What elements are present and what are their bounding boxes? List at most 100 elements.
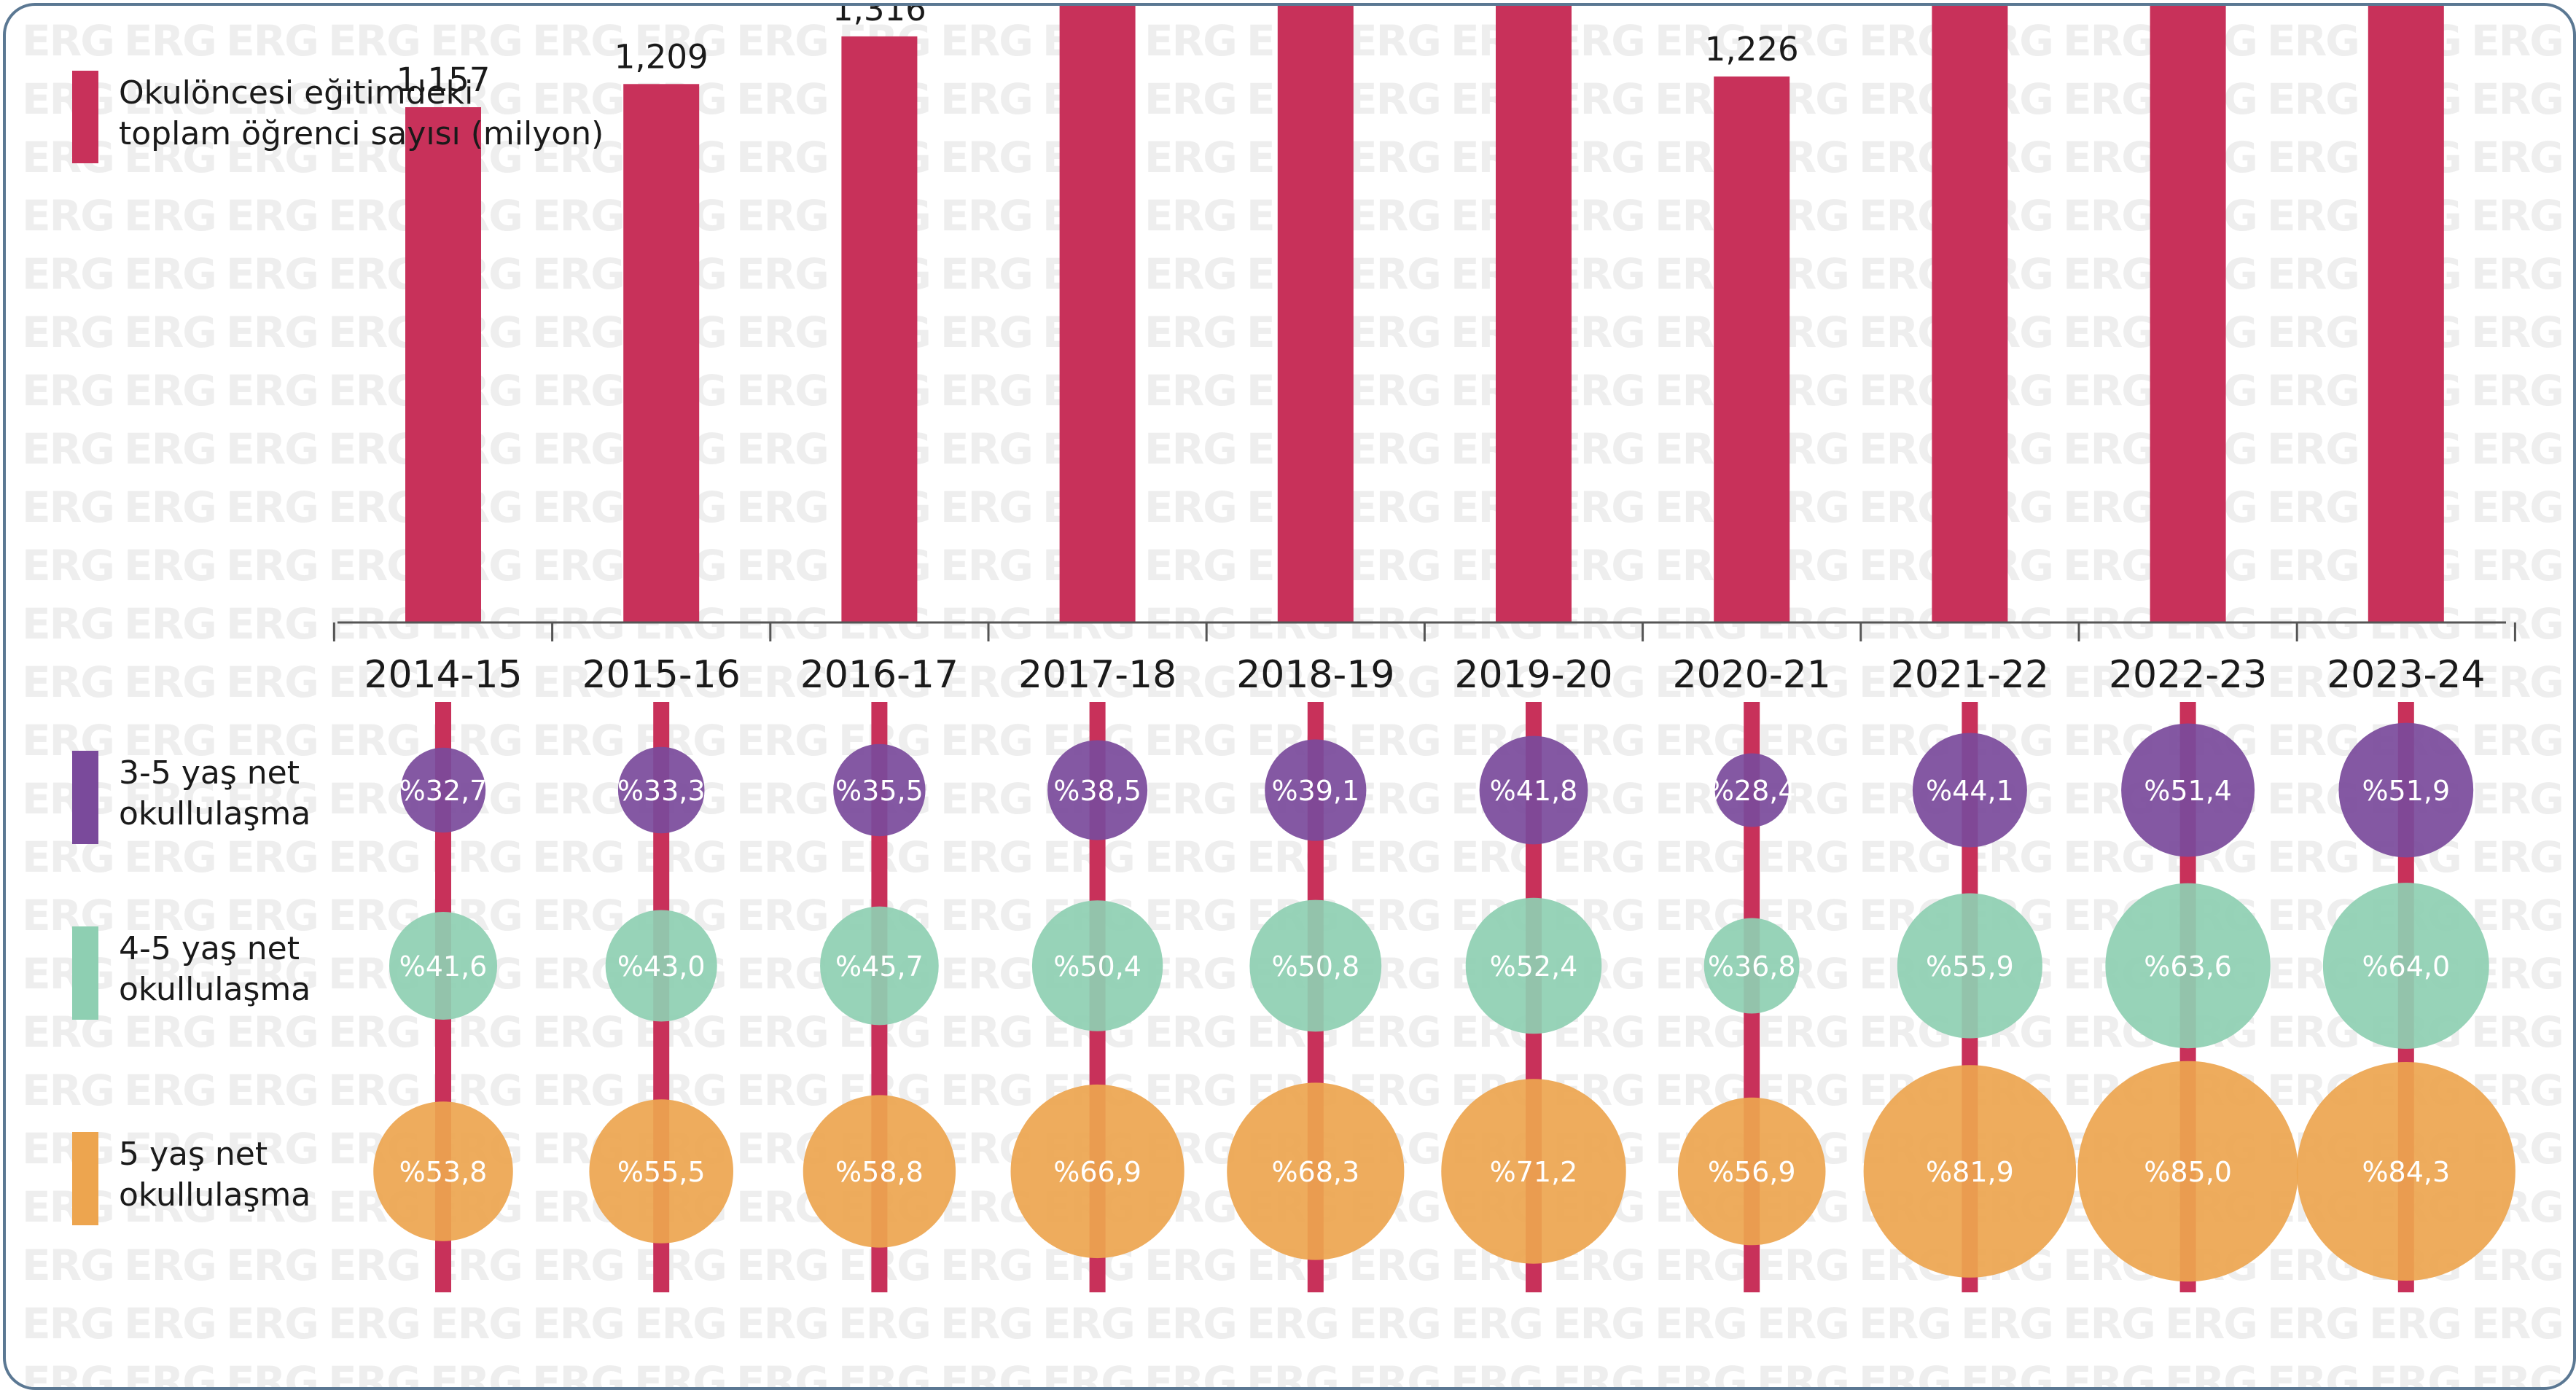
- watermark-text: ERG: [124, 774, 216, 824]
- watermark-text: ERG: [940, 716, 1032, 765]
- watermark-text: ERG: [1144, 599, 1236, 649]
- watermark-text: ERG: [2471, 133, 2563, 182]
- bubble: [400, 747, 486, 833]
- watermark-text: ERG: [940, 541, 1032, 590]
- watermark-text: ERG: [2267, 657, 2359, 707]
- watermark-text: ERG: [2267, 16, 2359, 66]
- bubble-value-label: %66,9: [1053, 1156, 1141, 1188]
- watermark-text: ERG: [1144, 716, 1236, 765]
- watermark-text: ERG: [2267, 133, 2359, 182]
- watermark-text: ERG: [328, 1299, 420, 1348]
- watermark-text: ERG: [532, 133, 624, 182]
- watermark-text: ERG: [328, 657, 420, 707]
- bubble-value-label: %50,4: [1053, 950, 1141, 983]
- watermark-text: ERG: [1451, 1357, 1542, 1387]
- watermark-text: ERG: [226, 599, 318, 649]
- watermark-text: ERG: [532, 16, 624, 66]
- watermark-text: ERG: [1246, 832, 1338, 882]
- x-tick-label: 2019-20: [1454, 653, 1612, 697]
- bar-value-label: 1,316: [832, 6, 926, 28]
- watermark-text: ERG: [124, 541, 216, 590]
- bubble: [833, 743, 926, 837]
- watermark-text: ERG: [1655, 1357, 1746, 1387]
- watermark-text: ERG: [1144, 774, 1236, 824]
- watermark-text: ERG: [2063, 1299, 2155, 1348]
- bubble: [389, 911, 498, 1020]
- x-tick-label: 2023-24: [2327, 653, 2485, 697]
- bubble: [1677, 1097, 1826, 1246]
- bar: [2150, 6, 2226, 622]
- watermark-text: ERG: [2471, 1007, 2563, 1057]
- watermark-text: ERG: [532, 541, 624, 590]
- watermark-text: ERG: [1349, 541, 1440, 590]
- watermark-text: ERG: [532, 191, 624, 241]
- bubble: [1227, 1082, 1405, 1260]
- watermark-text: ERG: [124, 249, 216, 299]
- watermark-text: ERG: [2471, 249, 2563, 299]
- bubble: [2322, 883, 2489, 1049]
- watermark-text: ERG: [1144, 483, 1236, 532]
- watermark-text: ERG: [736, 191, 828, 241]
- legend-swatch-bubble: [72, 926, 98, 1020]
- bubble-value-label: %50,8: [1271, 950, 1359, 983]
- watermark-text: ERG: [226, 949, 318, 999]
- watermark-text: ERG: [226, 133, 318, 182]
- legend-label-bubble: okullulaşma: [119, 795, 311, 832]
- bubble-value-label: %56,9: [1708, 1156, 1796, 1188]
- bubble: [2338, 722, 2474, 858]
- bubble: [2105, 883, 2271, 1049]
- watermark-text: ERG: [532, 716, 624, 765]
- watermark-text: ERG: [2267, 1357, 2359, 1387]
- watermark-text: ERG: [1961, 657, 2053, 707]
- watermark-text: ERG: [1349, 133, 1440, 182]
- watermark-text: ERG: [1042, 657, 1134, 707]
- watermark-text: ERG: [2165, 1357, 2257, 1387]
- watermark-text: ERG: [532, 366, 624, 415]
- watermark-text: ERG: [1451, 1299, 1542, 1348]
- watermark-text: ERG: [940, 1241, 1032, 1290]
- watermark-text: ERG: [2471, 16, 2563, 66]
- bubble: [803, 1095, 956, 1248]
- watermark-text: ERG: [22, 1182, 114, 1232]
- watermark-text: ERG: [328, 832, 420, 882]
- watermark-text: ERG: [1655, 1007, 1746, 1057]
- watermark-text: ERG: [2471, 657, 2563, 707]
- bubble: [373, 1101, 513, 1241]
- watermark-text: ERG: [22, 308, 114, 357]
- legend-label-bubble: 4-5 yaş net: [119, 930, 300, 967]
- watermark-text: ERG: [2471, 483, 2563, 532]
- watermark-text: ERG: [124, 949, 216, 999]
- watermark-text: ERG: [124, 599, 216, 649]
- bubble: [1265, 739, 1367, 841]
- watermark-text: ERG: [328, 1241, 420, 1290]
- watermark-text: ERG: [124, 832, 216, 882]
- watermark-text: ERG: [736, 541, 828, 590]
- bubble-value-label: %85,0: [2144, 1156, 2232, 1188]
- watermark-text: ERG: [2471, 366, 2563, 415]
- watermark-text: ERG: [22, 1007, 114, 1057]
- watermark-text: ERG: [2471, 599, 2563, 649]
- watermark-text: ERG: [1553, 832, 1644, 882]
- watermark-text: ERG: [532, 483, 624, 532]
- watermark-text: ERG: [1349, 1299, 1440, 1348]
- watermark-text: ERG: [2369, 1357, 2461, 1387]
- bubble: [1249, 899, 1382, 1032]
- watermark-text: ERG: [1859, 1299, 1951, 1348]
- watermark-text: ERG: [226, 308, 318, 357]
- watermark-text: ERG: [634, 1299, 726, 1348]
- bar: [1714, 76, 1790, 622]
- watermark-text: ERG: [22, 74, 114, 124]
- watermark-text: ERG: [2267, 541, 2359, 590]
- watermark-text: ERG: [1349, 832, 1440, 882]
- watermark-text: ERG: [430, 16, 522, 66]
- watermark-text: ERG: [940, 483, 1032, 532]
- watermark-text: ERG: [736, 949, 828, 999]
- watermark-text: ERG: [1042, 1357, 1134, 1387]
- watermark-text: ERG: [1757, 832, 1849, 882]
- watermark-text: ERG: [838, 657, 930, 707]
- watermark-text: ERG: [1349, 716, 1440, 765]
- watermark-text: ERG: [124, 308, 216, 357]
- watermark-text: ERG: [1757, 1299, 1849, 1348]
- watermark-text: ERG: [736, 366, 828, 415]
